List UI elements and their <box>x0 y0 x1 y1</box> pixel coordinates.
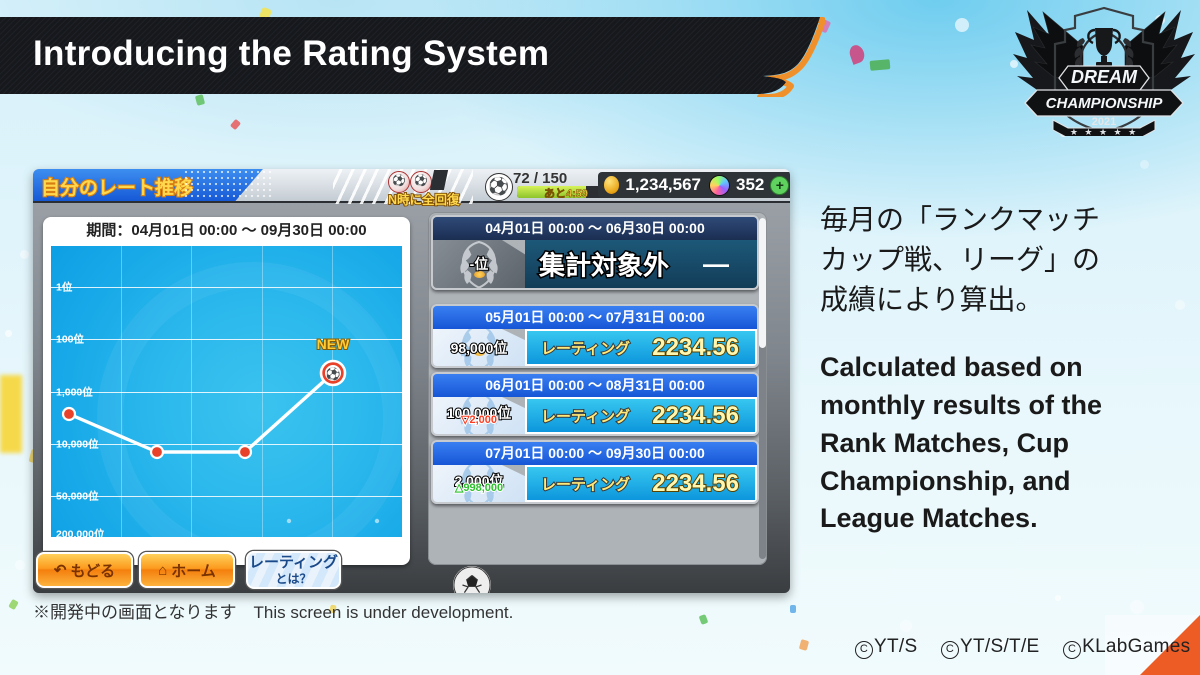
svg-text:CHAMPIONSHIP: CHAMPIONSHIP <box>1046 95 1164 112</box>
svg-text:DREAM: DREAM <box>1071 67 1138 87</box>
svg-text:★ ★ ★ ★ ★: ★ ★ ★ ★ ★ <box>1070 127 1138 136</box>
svg-text:NEW: NEW <box>317 336 350 352</box>
svg-text:⚽: ⚽ <box>325 367 341 381</box>
